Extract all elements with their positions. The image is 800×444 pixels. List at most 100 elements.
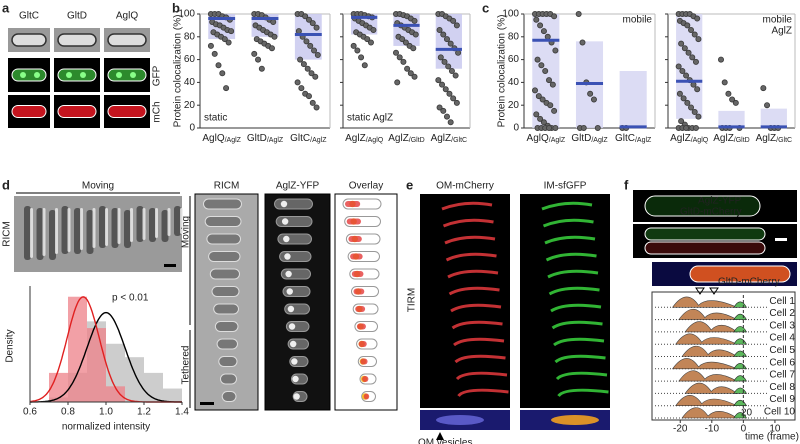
cell <box>57 68 97 82</box>
category-label: AglZ/AglQ <box>670 133 709 144</box>
cell <box>11 68 47 82</box>
column-label: RICM <box>214 181 240 192</box>
category-main: GltC <box>615 133 635 144</box>
point <box>546 77 553 84</box>
signal <box>363 393 370 400</box>
column-label: Overlay <box>349 181 383 192</box>
point <box>436 26 443 33</box>
point <box>268 45 275 52</box>
cell <box>447 269 499 279</box>
category-sub: /AglZ <box>225 137 242 144</box>
column-label: AglZ-YFP <box>276 181 320 192</box>
cell <box>450 303 502 313</box>
profile <box>681 345 739 357</box>
point <box>251 50 258 57</box>
cell <box>544 235 596 245</box>
point <box>729 96 736 103</box>
cell-trace <box>161 210 169 242</box>
row-label: Cell 8 <box>769 382 795 393</box>
point <box>436 104 443 111</box>
cluster <box>80 72 86 78</box>
strip-signal <box>436 415 484 425</box>
cell <box>221 391 237 402</box>
point <box>547 102 554 109</box>
category-label: GltD/AglZ <box>247 133 284 144</box>
point <box>207 42 214 49</box>
cluster <box>288 323 296 330</box>
point <box>437 54 444 61</box>
point <box>312 73 319 80</box>
profile <box>733 326 748 333</box>
cell-trace <box>142 208 146 240</box>
point <box>410 45 417 52</box>
row-label: Cell 1 <box>769 296 795 307</box>
y-axis-label: Protein colocalization (%) <box>173 15 184 128</box>
profile <box>671 296 738 308</box>
x-tick-label: 1.0 <box>99 407 113 418</box>
point <box>590 96 597 103</box>
cell-trace <box>30 208 33 258</box>
point <box>587 90 594 97</box>
point <box>443 113 450 120</box>
point <box>411 17 418 24</box>
row-label: Cell 9 <box>769 394 795 405</box>
scale-bar <box>775 238 787 241</box>
point <box>678 40 685 47</box>
range-box <box>619 71 647 128</box>
signal <box>350 253 363 260</box>
cell <box>213 303 239 315</box>
image-label: GltD-mCherry <box>718 277 780 288</box>
cluster <box>290 340 297 348</box>
x-tick-label: 1.4 <box>175 407 189 418</box>
x-tick-label: 1.2 <box>137 407 151 418</box>
cell-trace <box>167 208 171 236</box>
x-tick-label: 0.8 <box>61 407 75 418</box>
profile <box>675 395 738 406</box>
point <box>309 99 316 106</box>
cell <box>445 252 497 262</box>
y-tick-label: 80 <box>184 31 196 42</box>
scale-bar <box>164 264 176 267</box>
profile <box>733 301 748 308</box>
cell <box>220 373 237 385</box>
point <box>361 62 368 69</box>
profile <box>678 308 739 320</box>
cell <box>555 371 608 381</box>
row-label: Cell 6 <box>769 357 795 368</box>
point <box>304 65 311 72</box>
y-tick-label: 20 <box>508 100 520 111</box>
point <box>412 31 419 38</box>
cell <box>441 201 493 211</box>
point <box>305 16 312 23</box>
category-sub: /AglZ <box>635 137 652 144</box>
cell <box>274 198 313 210</box>
point <box>215 62 222 69</box>
point <box>211 50 218 57</box>
row-label: Cell 10 <box>764 406 796 417</box>
category-label: AglZ/AglQ <box>345 133 384 144</box>
cluster <box>20 72 26 78</box>
cell <box>551 320 603 330</box>
cell <box>453 337 505 347</box>
cell <box>57 33 97 47</box>
image-label: AglZ-YFP <box>698 196 742 207</box>
point <box>445 63 452 70</box>
point <box>533 16 540 23</box>
point <box>255 56 262 63</box>
signal <box>360 358 368 365</box>
cell <box>689 265 791 283</box>
category-label: AglZ/GltC <box>756 133 793 144</box>
histogram-bar <box>68 296 87 402</box>
profile <box>671 358 738 370</box>
cell <box>457 388 509 398</box>
point <box>694 86 701 93</box>
cell <box>107 105 147 118</box>
cell-trace <box>111 208 119 248</box>
y-axis-label: Density <box>5 329 16 362</box>
category-sub: /AglQ <box>366 137 384 144</box>
y-tick-label: 0 <box>513 123 519 134</box>
point <box>764 102 771 109</box>
category-label: AglQ/AglZ <box>527 133 566 144</box>
cell <box>209 268 241 280</box>
